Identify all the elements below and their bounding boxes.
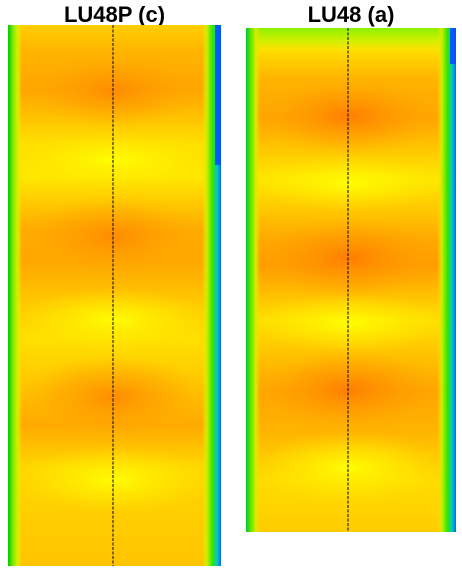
panel-title-lu48: LU48 (a) xyxy=(307,2,395,27)
contour-panel-lu48p xyxy=(8,25,221,566)
panel-title-lu48p: LU48P (c) xyxy=(63,2,166,27)
contour-field-lu48 xyxy=(246,28,456,532)
contour-field-lu48p xyxy=(8,25,221,566)
contour-panel-lu48 xyxy=(246,28,456,532)
